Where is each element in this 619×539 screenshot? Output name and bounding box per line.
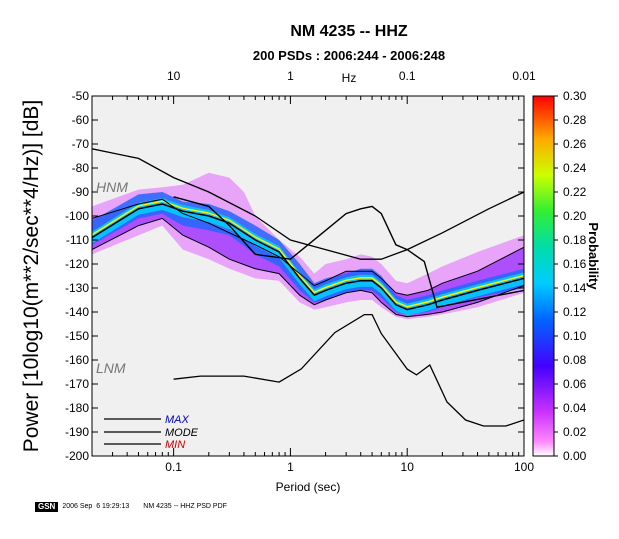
legend: MAX MODE MIN [104,414,199,451]
hnm-curve [92,148,524,260]
y-tick-label: -50 [72,89,90,103]
colorbar-tick-label: 0.16 [563,257,587,271]
colorbar-tick-label: 0.12 [563,305,587,319]
y-tick-label: -190 [65,425,89,439]
chart-title: NM 4235 -- HHZ [290,23,408,40]
mode-curve [92,203,524,311]
colorbar-tick-label: 0.22 [563,185,587,199]
gsn-logo: GSN [35,501,59,512]
y-tick-label: -80 [72,161,90,175]
lnm-curve [173,313,524,427]
y-tick-label: -70 [72,137,90,151]
footer-caption: NM 4235 -- HHZ PSD PDF [143,503,227,510]
dark-psd-curve [173,196,524,309]
top-tick-label: 0.1 [399,69,416,83]
chart-subtitle: 200 PSDs : 2006:244 - 2006:248 [253,48,445,63]
y-tick-label: -140 [65,305,89,319]
y-tick-label: -60 [72,113,90,127]
top-axis-label: Hz [342,71,357,85]
x-tick-label: 1 [287,460,294,474]
density-peak-ridge [92,200,524,308]
colorbar-label: Probability [586,222,601,290]
max-curve [92,198,524,296]
y-tick-label: -180 [65,401,89,415]
colorbar-tick-label: 0.10 [563,329,587,343]
colorbar-tick-label: 0.02 [563,425,587,439]
colorbar-ticks: 0.30 0.28 0.26 0.24 0.22 0.20 0.18 0.16 0.14 0.12… [554,89,587,463]
colorbar-tick-label: 0.14 [563,281,587,295]
x-tick-label: 100 [514,460,534,474]
legend-label-max: MAX [165,414,190,426]
footer-timestamp: 2006 Sep 6 19:29:13 [62,503,130,510]
colorbar-tick-label: 0.24 [563,161,587,175]
hnm-label: HNM [96,179,128,195]
top-tick-label: 10 [167,69,181,83]
colorbar-tick-label: 0.20 [563,209,587,223]
y-tick-label: -130 [65,281,89,295]
y-tick-label: -160 [65,353,89,367]
y-tick-label: -90 [72,185,90,199]
density-band-core [92,192,524,315]
y-tick-label: -110 [66,233,89,247]
density-band-peak [92,198,524,316]
legend-label-mode: MODE [165,427,199,439]
lnm-label: LNM [96,360,126,376]
footer: GSN 2006 Sep 6 19:29:13 NM 4235 -- HHZ P… [35,501,227,512]
top-tick-label: 0.01 [512,69,536,83]
colorbar [532,95,555,457]
x-axis: 0.1 1 10 100 [112,96,534,474]
colorbar-tick-label: 0.06 [563,377,587,391]
y-axis: -50 -60 -70 -80 -90 -100 -110 -120 -130 -140 -150 -… [65,89,524,463]
colorbar-tick-label: 0.00 [563,449,587,463]
y-tick-label: -120 [65,257,89,271]
top-tick-label: 1 [287,69,294,83]
y-tick-label: -170 [65,377,89,391]
x-tick-label: 0.1 [165,460,182,474]
top-axis: 10 1 0.1 0.01 [167,69,536,104]
colorbar-tick-label: 0.04 [563,401,587,415]
colorbar-tick-label: 0.08 [563,353,587,367]
colorbar-tick-label: 0.30 [563,89,587,103]
min-curve [92,217,524,318]
colorbar-tick-label: 0.28 [563,113,587,127]
x-axis-label: Period (sec) [276,480,341,494]
legend-label-min: MIN [165,439,185,451]
y-axis-label: Power [10log10(m**2/sec**4/Hz)] [dB] [20,100,43,453]
y-tick-label: -150 [65,329,89,343]
colorbar-tick-label: 0.18 [563,233,587,247]
y-tick-label: -200 [65,449,89,463]
psd-curves [92,148,524,427]
x-tick-label: 10 [401,460,415,474]
plot-area-frame [91,95,525,457]
colorbar-tick-label: 0.26 [563,137,587,151]
density-bands [92,172,524,320]
y-tick-label: -100 [65,209,89,223]
